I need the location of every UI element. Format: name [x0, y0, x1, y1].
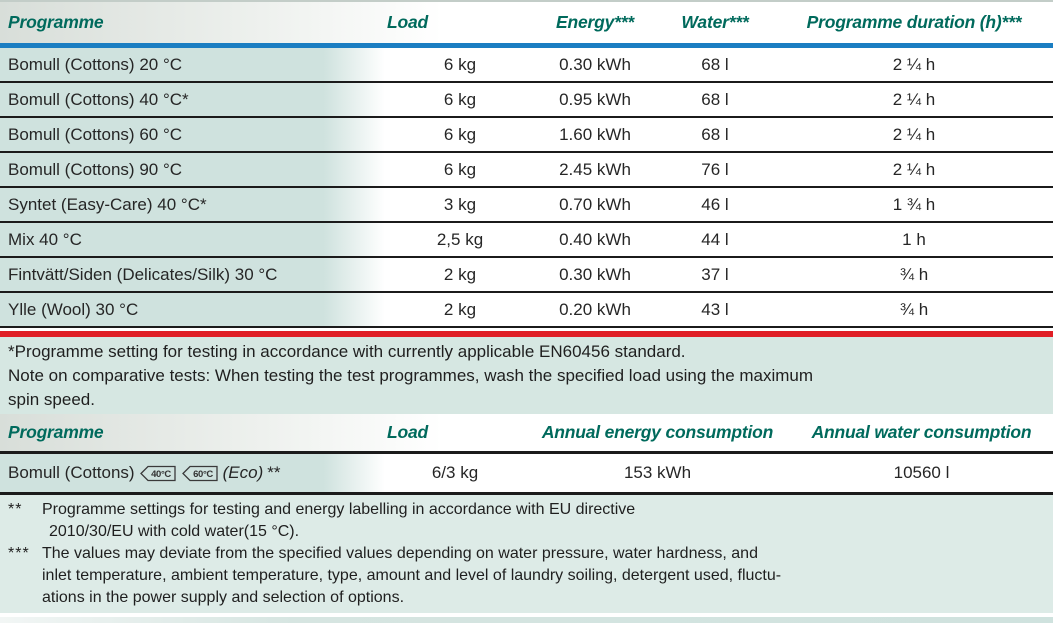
duration-cell: 1 ¾ h — [892, 194, 936, 214]
water-cell: 46 l — [701, 194, 729, 214]
load-cell: 6 kg — [443, 159, 477, 179]
test-note-block: *Programme setting for testing in accord… — [0, 337, 1053, 414]
programme-cell: Fintvätt/Siden (Delicates/Silk) 30 °C — [0, 258, 385, 291]
programme-name: Bomull (Cottons) — [8, 463, 135, 482]
eco-label: (Eco) — [222, 463, 264, 482]
bottom-accent-strip — [0, 617, 1053, 623]
load-cell: 2 kg — [443, 299, 477, 319]
water-cell: 44 l — [701, 229, 729, 249]
footnote-line: The values may deviate from the specifie… — [42, 545, 758, 562]
col-header-water: Water*** — [681, 12, 749, 32]
table-row: Fintvätt/Siden (Delicates/Silk) 30 °C 2 … — [0, 258, 1053, 293]
load-cell: 3 kg — [443, 194, 477, 214]
table2-top-rule — [0, 451, 1053, 454]
programme-cell: Bomull (Cottons) 90 °C — [0, 153, 385, 186]
duration-cell: 2 ¼ h — [892, 124, 936, 144]
duration-cell: 1 h — [902, 229, 926, 249]
water-cell: 68 l — [701, 124, 729, 144]
water-cell: 43 l — [701, 299, 729, 319]
col-header-energy: Energy*** — [556, 12, 634, 32]
table-row: Bomull (Cottons) 40 °C* 6 kg 0.95 kWh 68… — [0, 83, 1053, 118]
footnote: *** The values may deviate from the spec… — [8, 543, 1045, 609]
temp-tag-40c-label: 40°C — [151, 469, 171, 480]
water-cell: 68 l — [701, 89, 729, 109]
table-row: Mix 40 °C 2,5 kg 0.40 kWh 44 l 1 h — [0, 223, 1053, 258]
energy-cell: 0.20 kWh — [559, 299, 631, 319]
duration-cell: 2 ¼ h — [892, 159, 936, 179]
energy-cell: 2.45 kWh — [559, 159, 631, 179]
load-cell: 6 kg — [443, 124, 477, 144]
energy-cell: 0.30 kWh — [559, 54, 631, 74]
header-divider-blue — [0, 43, 1053, 48]
table2-bottom-rule — [0, 492, 1053, 495]
col-header-programme: Programme — [8, 12, 104, 32]
table-row: Bomull (Cottons) 60 °C 6 kg 1.60 kWh 68 … — [0, 118, 1053, 153]
programme-cell: Syntet (Easy-Care) 40 °C* — [0, 188, 385, 221]
temp-tag-60c-label: 60°C — [193, 469, 213, 480]
programme-cell: Bomull (Cottons) 20 °C — [0, 48, 385, 81]
energy-cell: 0.30 kWh — [559, 264, 631, 284]
footnote: ** Programme settings for testing and en… — [8, 499, 1045, 543]
footnote-text: Programme settings for testing and energ… — [42, 499, 1045, 543]
load-cell: 2,5 kg — [436, 229, 484, 249]
duration-cell: 2 ¼ h — [892, 54, 936, 74]
water-cell: 76 l — [701, 159, 729, 179]
col-header-programme: Programme — [8, 422, 104, 442]
duration-cell: ¾ h — [899, 299, 929, 319]
footnote-line: 2010/30/EU with cold water(15 °C). — [49, 523, 300, 540]
footnotes-block: ** Programme settings for testing and en… — [0, 495, 1053, 613]
programme-cell: Bomull (Cottons) 60 °C — [0, 118, 385, 151]
energy-cell: 0.40 kWh — [559, 229, 631, 249]
footnote-line: inlet temperature, ambient temperature, … — [42, 567, 782, 584]
energy-cell: 1.60 kWh — [559, 124, 631, 144]
table-row: Bomull (Cottons) 20 °C 6 kg 0.30 kWh 68 … — [0, 48, 1053, 83]
note-line: Note on comparative tests: When testing … — [8, 366, 814, 385]
col-header-load: Load — [387, 12, 429, 32]
duration-cell: ¾ h — [899, 264, 929, 284]
programme-cell: Bomull (Cottons) 40 °C* — [0, 83, 385, 116]
programme-cell: Mix 40 °C — [0, 223, 385, 256]
table-row: Ylle (Wool) 30 °C 2 kg 0.20 kWh 43 l ¾ h — [0, 293, 1053, 328]
note-line: *Programme setting for testing in accord… — [8, 342, 686, 361]
eco-footnote-marker: ** — [267, 463, 281, 482]
load-cell: 6 kg — [443, 54, 477, 74]
section-divider-red — [0, 331, 1053, 337]
col-header-annual-water: Annual water consumption — [811, 422, 1032, 442]
temp-tag-60c-icon: 60°C — [181, 465, 218, 481]
programme-cell: Ylle (Wool) 30 °C — [0, 293, 385, 326]
load-cell: 6/3 kg — [431, 463, 479, 482]
table2-header: Programme Load Annual energy consumption… — [0, 414, 1053, 451]
footnote-marker: *** — [8, 545, 30, 562]
load-cell: 6 kg — [443, 89, 477, 109]
energy-cell: 0.70 kWh — [559, 194, 631, 214]
water-cell: 68 l — [701, 54, 729, 74]
water-cell: 37 l — [701, 264, 729, 284]
col-header-load: Load — [387, 422, 429, 442]
annual-energy-cell: 153 kWh — [623, 463, 692, 482]
footnote-line: Programme settings for testing and energ… — [42, 501, 636, 518]
energy-cell: 0.95 kWh — [559, 89, 631, 109]
footnote-line: ations in the power supply and selection… — [42, 589, 405, 606]
duration-cell: 2 ¼ h — [892, 89, 936, 109]
annual-water-cell: 10560 l — [893, 463, 950, 482]
footnote-marker: ** — [8, 501, 23, 518]
table-row: Bomull (Cottons) 40°C 60°C (Eco) ** 6/3 k… — [0, 454, 1053, 492]
table-row: Bomull (Cottons) 90 °C 6 kg 2.45 kWh 76 … — [0, 153, 1053, 188]
programme-cell: Bomull (Cottons) 40°C 60°C (Eco) ** — [0, 454, 385, 492]
table-row: Syntet (Easy-Care) 40 °C* 3 kg 0.70 kWh … — [0, 188, 1053, 223]
temp-tag-40c-icon: 40°C — [139, 465, 176, 481]
footnote-text: The values may deviate from the specifie… — [42, 543, 1045, 609]
col-header-annual-energy: Annual energy consumption — [541, 422, 774, 442]
table1-header: Programme Load Energy*** Water*** Progra… — [0, 2, 1053, 43]
col-header-duration: Programme duration (h)*** — [806, 12, 1022, 32]
note-line: spin speed. — [8, 390, 95, 409]
load-cell: 2 kg — [443, 264, 477, 284]
